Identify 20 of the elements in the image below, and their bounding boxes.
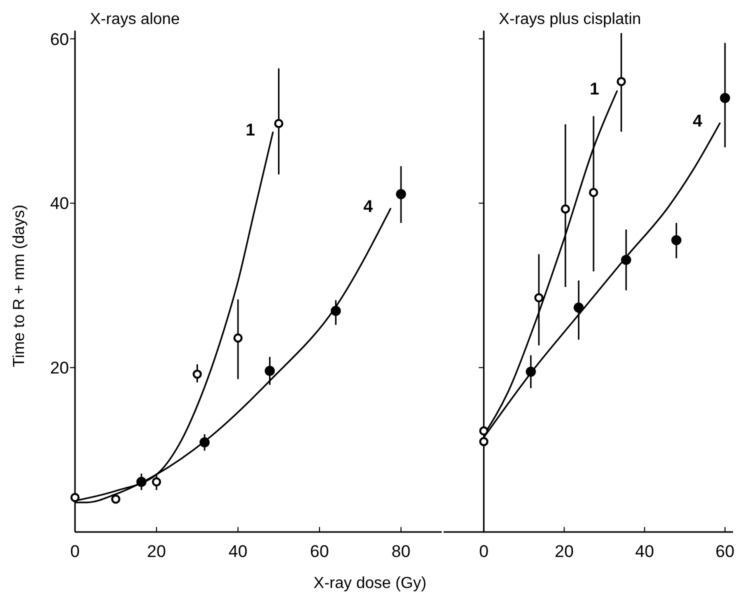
x-tick-label: 80 — [392, 542, 410, 561]
series-label: 4 — [363, 197, 374, 216]
y-axis-title: Time to R + mm (days) — [11, 204, 28, 368]
chart-title: X-rays alone — [90, 11, 180, 28]
series-label: 4 — [692, 112, 703, 131]
y-tick-label: 40 — [50, 194, 69, 214]
x-tick-label: 40 — [635, 542, 654, 561]
chart-title: X-rays plus cisplatin — [498, 11, 642, 28]
x-tick-label: 60 — [310, 542, 329, 561]
x-tick-label: 0 — [479, 542, 489, 561]
y-tick-label: 60 — [50, 30, 69, 49]
series-label: 1 — [590, 80, 600, 99]
x-tick-label: 60 — [716, 542, 734, 561]
y-tick-label: 20 — [50, 358, 69, 378]
x-tick-label: 0 — [70, 542, 80, 561]
x-axis-title: X-ray dose (Gy) — [314, 575, 426, 592]
x-tick-label: 20 — [554, 542, 574, 561]
x-tick-label: 20 — [147, 542, 166, 561]
x-tick-label: 40 — [228, 542, 248, 561]
series-label: 1 — [246, 120, 256, 140]
